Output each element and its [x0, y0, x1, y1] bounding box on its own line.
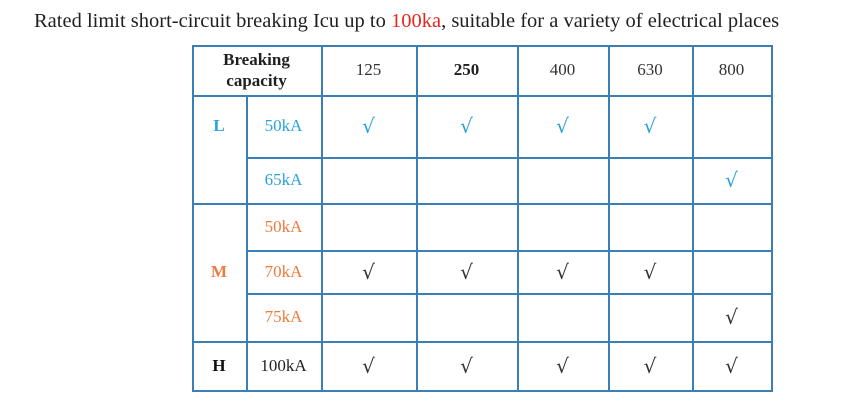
check-mark-m-75ka-800: √ — [725, 305, 738, 329]
check-mark-m-70ka-250: √ — [460, 259, 473, 284]
check-mark-m-70ka-400: √ — [556, 259, 569, 284]
table-rule — [246, 250, 773, 252]
check-mark-m-75ka-250 — [416, 293, 517, 341]
check-mark-m-50ka-125 — [321, 203, 416, 250]
table-rule — [517, 45, 519, 392]
check-mark-h-100ka-250: √ — [460, 353, 473, 378]
table-rule — [416, 45, 418, 392]
table-rule — [321, 45, 323, 392]
check-mark-l-65ka-630 — [608, 157, 692, 203]
headline-prefix: Rated limit short-circuit breaking Icu u… — [34, 10, 391, 32]
check-mark-h-100ka-800: √ — [725, 353, 738, 378]
table-rule — [246, 95, 248, 392]
check-mark-m-50ka-250 — [416, 203, 517, 250]
headline-highlight: 100ka — [390, 10, 442, 32]
check-mark-l-50ka-630: √ — [643, 114, 657, 138]
table-rule — [246, 157, 773, 159]
table-rule — [192, 390, 773, 392]
check-mark-h-100ka-125: √ — [362, 353, 375, 378]
check-mark-l-50ka-125: √ — [362, 114, 375, 138]
check-mark-m-75ka-125 — [321, 293, 416, 341]
check-mark-m-70ka-800 — [692, 250, 771, 293]
check-mark-h-100ka-630: √ — [643, 353, 657, 378]
check-mark-l-65ka-125 — [321, 157, 416, 203]
table-rule — [246, 293, 773, 295]
breaking-level-m-50ka: 50kA — [264, 216, 303, 236]
frame-size-header-250: 250 — [453, 60, 480, 79]
check-mark-m-50ka-400 — [517, 203, 608, 250]
check-mark-m-50ka-630 — [608, 203, 692, 250]
frame-size-header-125: 125 — [355, 60, 382, 79]
breaking-capacity-table: Breaking capacity 125 250 400 630 800 L 50kA √ √ √… — [192, 45, 773, 403]
check-mark-m-75ka-630 — [608, 293, 692, 341]
breaking-level-m-70ka: 70kA — [264, 261, 303, 281]
headline-suffix: , suitable for a variety of electrical p… — [441, 10, 780, 32]
check-mark-m-70ka-630: √ — [643, 259, 657, 284]
check-mark-l-50ka-400: √ — [556, 114, 569, 138]
check-mark-h-100ka-400: √ — [556, 353, 569, 378]
table-rule — [192, 45, 773, 47]
table-rule — [192, 341, 773, 343]
check-mark-l-65ka-250 — [416, 157, 517, 203]
table-rule — [692, 45, 694, 392]
check-mark-m-70ka-125: √ — [362, 259, 375, 284]
table-rule — [608, 45, 610, 392]
group-label-h: H — [212, 355, 226, 375]
frame-size-header-800: 800 — [718, 60, 745, 79]
table-rule — [771, 45, 773, 392]
breaking-level-l-65ka: 65kA — [264, 170, 303, 189]
group-label-l: L — [213, 116, 225, 135]
check-mark-l-50ka-800 — [692, 95, 771, 157]
table-rule — [192, 203, 773, 205]
breaking-level-l-50ka: 50kA — [264, 116, 303, 135]
frame-size-header-630: 630 — [637, 60, 663, 79]
page-headline: Rated limit short-circuit breaking Icu u… — [34, 10, 779, 33]
check-mark-l-50ka-250: √ — [460, 114, 473, 138]
check-mark-l-65ka-800: √ — [725, 168, 738, 192]
check-mark-m-50ka-800 — [692, 203, 771, 250]
breaking-capacity-header: Breaking capacity — [223, 50, 290, 90]
group-label-m: M — [210, 262, 228, 281]
check-mark-m-75ka-400 — [517, 293, 608, 341]
breaking-level-m-75ka: 75kA — [264, 307, 303, 326]
table-rule — [192, 45, 194, 392]
check-mark-l-65ka-400 — [517, 157, 608, 203]
table-rule — [192, 95, 773, 97]
frame-size-header-400: 400 — [549, 60, 576, 79]
breaking-level-h-100ka: 100kA — [260, 355, 307, 375]
